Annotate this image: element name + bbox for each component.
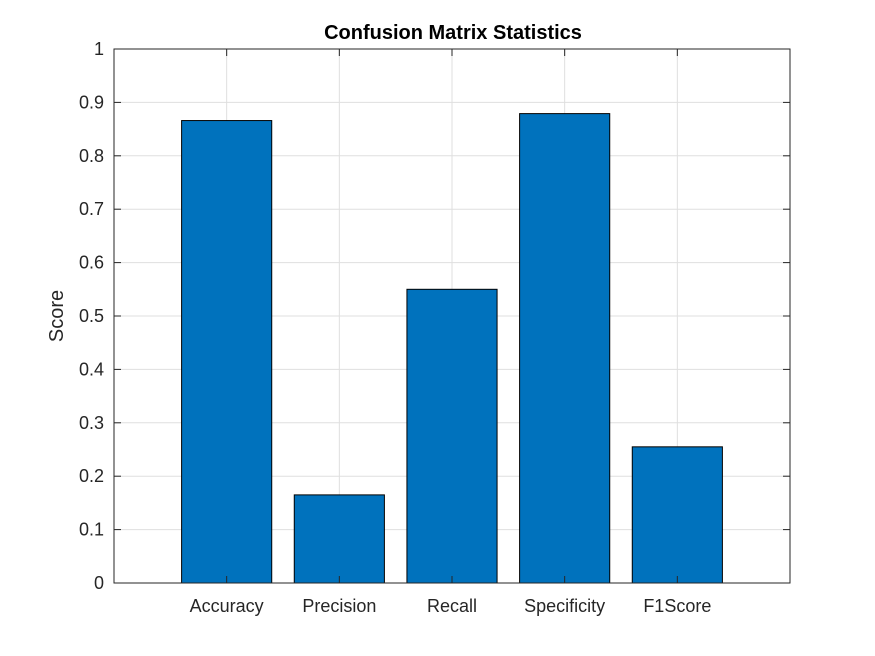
axes — [113, 48, 791, 584]
tick-labels: 0 0.1 0.2 0.3 0.4 0.5 0.6 0.7 0.8 0.9 1 Accuracy Pre… — [79, 39, 711, 616]
bar-accuracy — [181, 120, 273, 584]
y-tick-label: 0.8 — [79, 146, 104, 166]
x-tick-label: Precision — [302, 596, 376, 616]
bar-precision — [293, 494, 385, 584]
y-tick-label: 0 — [94, 573, 104, 593]
bar-recall — [406, 288, 498, 584]
bar-f1score — [631, 446, 723, 584]
y-tick-label: 0.5 — [79, 306, 104, 326]
y-tick-label: 0.6 — [79, 253, 104, 273]
y-tick-label: 0.2 — [79, 466, 104, 486]
y-tick-label: 0.3 — [79, 413, 104, 433]
y-tick-label: 0.9 — [79, 92, 104, 112]
x-tick-label: F1Score — [643, 596, 711, 616]
chart-title: Confusion Matrix Statistics — [324, 22, 582, 44]
y-axis-label: Score — [46, 290, 68, 342]
y-tick-label: 0.7 — [79, 199, 104, 219]
bar-specificity — [519, 113, 611, 584]
y-tick-label: 1 — [94, 39, 104, 59]
plot-frame — [113, 48, 791, 584]
x-tick-label: Accuracy — [190, 596, 264, 616]
x-tick-label: Specificity — [524, 596, 605, 616]
y-tick-label: 0.4 — [79, 359, 104, 379]
y-tick-label: 0.1 — [79, 520, 104, 540]
x-tick-label: Recall — [427, 596, 477, 616]
bars — [181, 113, 723, 584]
